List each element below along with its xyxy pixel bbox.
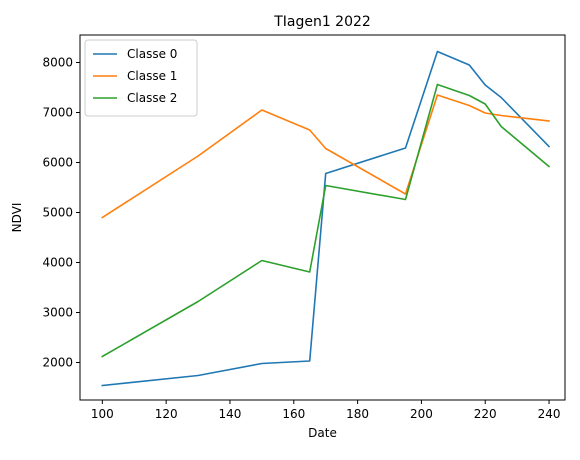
plot-frame xyxy=(79,34,566,401)
legend: Classe 0 Classe 1 Classe 2 xyxy=(84,39,198,117)
x-tick-label: 240 xyxy=(538,407,561,421)
x-tick-label: 160 xyxy=(282,407,305,421)
series-line-classe-0 xyxy=(101,50,551,387)
x-tick-label: 200 xyxy=(410,407,433,421)
series-line-classe-1 xyxy=(101,94,550,219)
y-axis: 2000 3000 4000 5000 6000 7000 8000 xyxy=(42,56,80,370)
x-tick-label: 100 xyxy=(91,407,114,421)
x-tick-label: 140 xyxy=(219,407,242,421)
y-tick-label: 7000 xyxy=(42,106,73,120)
y-tick-label: 5000 xyxy=(42,206,73,220)
series-line-classe-2 xyxy=(101,83,551,358)
y-tick-label: 3000 xyxy=(42,306,73,320)
legend-label: Classe 0 xyxy=(127,47,177,61)
y-tick-label: 2000 xyxy=(42,356,73,370)
y-tick-label: 6000 xyxy=(42,156,73,170)
x-tick-label: 220 xyxy=(474,407,497,421)
series-layer xyxy=(101,50,551,387)
legend-label: Classe 1 xyxy=(127,69,177,83)
x-axis: 100 120 140 160 180 200 220 240 xyxy=(91,400,561,421)
x-tick-label: 120 xyxy=(155,407,178,421)
y-tick-label: 4000 xyxy=(42,256,73,270)
chart-title: TIagen1 2022 xyxy=(273,14,371,30)
legend-frame xyxy=(84,39,198,117)
x-axis-label: Date xyxy=(308,426,337,440)
legend-label: Classe 2 xyxy=(127,91,177,105)
y-axis-label: NDVI xyxy=(10,203,24,233)
x-tick-label: 180 xyxy=(346,407,369,421)
y-tick-label: 8000 xyxy=(42,56,73,70)
